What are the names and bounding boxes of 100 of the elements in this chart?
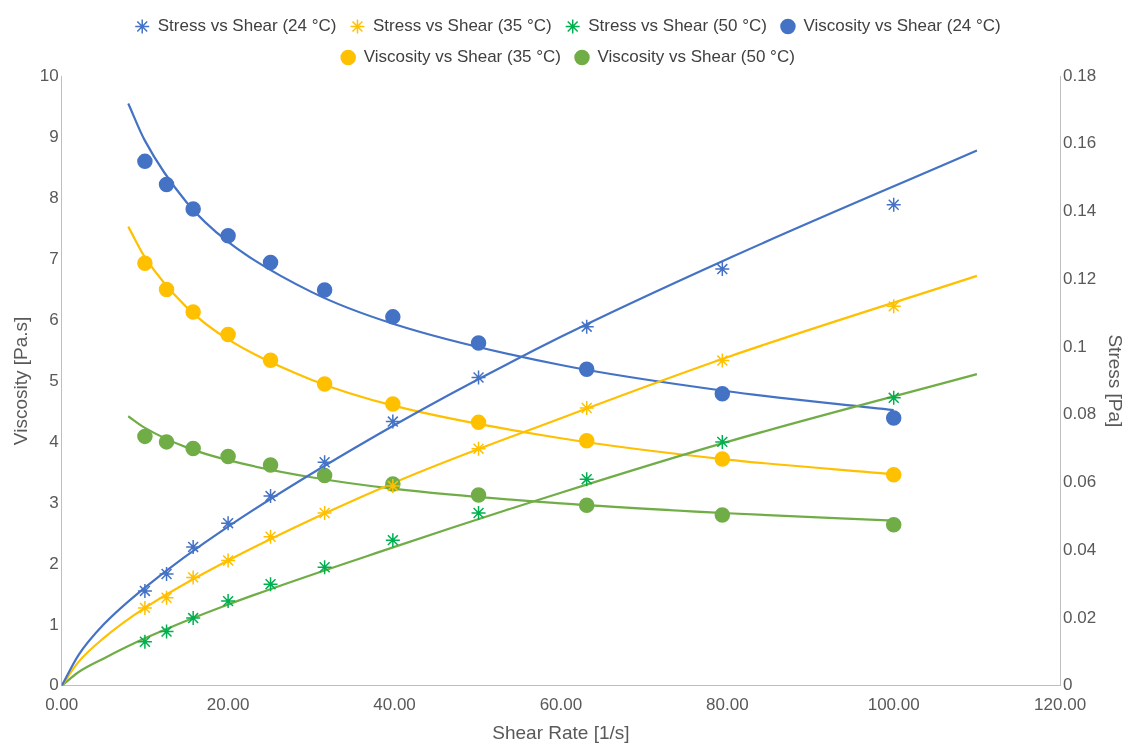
point [137, 428, 153, 445]
point [185, 610, 201, 626]
point [137, 153, 153, 170]
y2-tick-label: 0.1 [1063, 336, 1087, 356]
point [316, 559, 333, 575]
point [470, 505, 487, 521]
point [316, 282, 333, 298]
x-axis-title: Shear Rate [1/s] [492, 721, 630, 743]
point [137, 583, 153, 599]
point [262, 576, 279, 592]
point [220, 448, 236, 465]
point [385, 309, 401, 325]
point [220, 326, 236, 343]
point [714, 451, 731, 467]
point [714, 385, 731, 402]
y2-tick-label: 0.02 [1063, 607, 1097, 627]
point [385, 532, 401, 548]
y-tick-label: 2 [49, 553, 59, 573]
y2-tick-label: 0.06 [1063, 472, 1097, 492]
point [470, 440, 487, 457]
point [885, 410, 902, 426]
y-tick-label: 6 [49, 309, 59, 329]
point [137, 600, 153, 616]
point [262, 488, 279, 504]
point [885, 467, 902, 483]
point [185, 440, 201, 457]
point [158, 566, 175, 582]
point [470, 414, 487, 431]
point [220, 552, 236, 569]
point [137, 634, 153, 650]
y-tick-label: 9 [49, 126, 59, 146]
y2-tick-label: 0.08 [1063, 404, 1097, 424]
point [885, 390, 902, 406]
point [262, 457, 279, 473]
y-tick-label: 7 [49, 248, 59, 268]
point [578, 400, 595, 416]
point [262, 352, 279, 368]
y2-axis-title: Stress [Pa] [1105, 334, 1127, 428]
y2-tick-label: 0.18 [1063, 65, 1097, 85]
point [885, 298, 902, 315]
point [158, 281, 175, 298]
y-tick-label: 3 [49, 492, 59, 512]
point [470, 369, 487, 386]
point [185, 539, 201, 555]
point [185, 569, 201, 586]
point [316, 467, 333, 484]
point [185, 304, 201, 320]
point [158, 176, 175, 193]
point [885, 196, 902, 213]
legend-label: Stress vs Shear (50 °C) [588, 16, 767, 36]
point [578, 497, 595, 514]
x-tick-label: 100.00 [867, 694, 920, 714]
point [385, 396, 401, 412]
point [578, 471, 595, 487]
point [158, 434, 175, 450]
y2-tick-label: 0.16 [1063, 133, 1097, 153]
point [385, 413, 401, 430]
point [158, 589, 175, 606]
point [714, 507, 731, 523]
y-tick-label: 4 [49, 431, 59, 451]
point [578, 432, 595, 449]
y-tick-label: 1 [49, 614, 59, 634]
point [578, 361, 595, 378]
legend-label: Viscosity vs Shear (24 °C) [803, 16, 1001, 36]
legend-label: Viscosity vs Shear (35 °C) [363, 47, 561, 67]
point [220, 593, 236, 609]
point [316, 505, 333, 521]
point [470, 335, 487, 351]
point [137, 255, 153, 271]
y-axis-title: Viscosity [Pa.s] [9, 316, 31, 446]
legend-label: Stress vs Shear (24 °C) [157, 16, 337, 36]
x-tick-label: 60.00 [539, 694, 583, 714]
x-tick-label: 0.00 [45, 694, 79, 714]
point [262, 528, 279, 545]
y-tick-label: 10 [39, 65, 59, 85]
x-tick-label: 120.00 [1034, 694, 1087, 714]
point [578, 318, 595, 335]
point [316, 454, 333, 470]
x-tick-label: 20.00 [206, 694, 250, 714]
y-tick-label: 8 [49, 187, 59, 207]
point [714, 434, 731, 450]
y-tick-label: 0 [49, 675, 59, 695]
point [220, 228, 236, 244]
x-tick-label: 40.00 [373, 694, 416, 714]
y2-tick-label: 0.12 [1063, 268, 1097, 288]
point [158, 623, 175, 640]
y-tick-label: 5 [49, 370, 59, 390]
point [185, 201, 201, 217]
line-series [61, 373, 979, 686]
y2-tick-label: 0.04 [1063, 539, 1097, 559]
point [470, 487, 487, 503]
y2-tick-label: 0 [1063, 675, 1073, 695]
legend-label: Stress vs Shear (35 °C) [372, 16, 552, 36]
point [714, 261, 731, 277]
point [262, 254, 279, 271]
x-tick-label: 80.00 [706, 694, 749, 714]
point [220, 515, 236, 531]
point [885, 517, 902, 533]
legend-label: Viscosity vs Shear (50 °C) [597, 47, 795, 67]
point [316, 376, 333, 392]
